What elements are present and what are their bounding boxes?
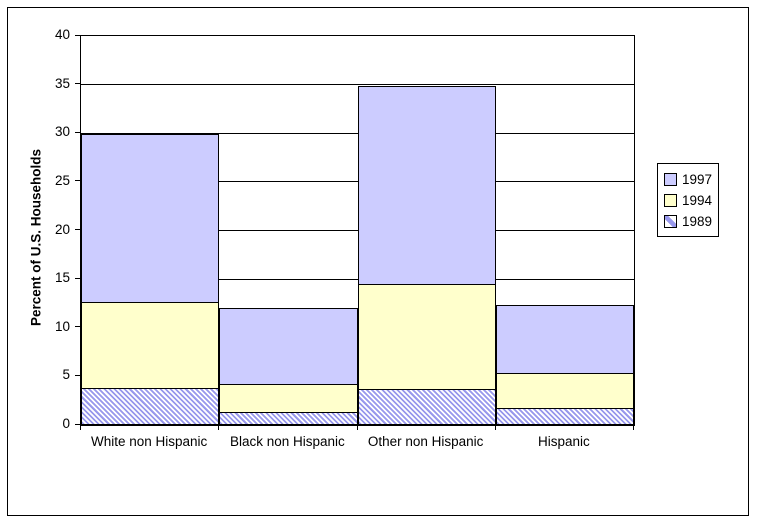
legend-entry-1994: 1994 — [664, 190, 718, 211]
gridline-35 — [81, 84, 634, 86]
y-tick-mark-40 — [75, 34, 80, 36]
y-axis-title: Percent of U.S. Households — [28, 148, 44, 327]
x-tick-mark-1 — [218, 425, 220, 430]
x-category-label: Hispanic — [537, 434, 590, 449]
y-tick-label-30: 30 — [54, 124, 70, 140]
x-category-label: White non Hispanic — [90, 434, 208, 449]
bar-1997-black-non-hispanic — [219, 308, 358, 385]
bar-1989-white-non-hispanic — [81, 388, 220, 425]
bar-1989-other-non-hispanic — [357, 389, 496, 425]
y-tick-label-0: 0 — [62, 416, 70, 431]
y-tick-mark-25 — [75, 180, 80, 182]
x-tick-mark-4 — [633, 425, 634, 430]
bar-1994-white-non-hispanic — [81, 302, 220, 389]
y-tick-mark-15 — [75, 277, 80, 279]
bar-1997-other-non-hispanic — [357, 86, 496, 285]
y-tick-label-25: 25 — [54, 172, 70, 188]
y-tick-mark-10 — [75, 326, 80, 328]
y-tick-mark-30 — [75, 131, 80, 133]
legend-swatch-1994 — [664, 194, 677, 207]
y-tick-mark-5 — [75, 374, 80, 376]
legend-label-1994: 1994 — [682, 192, 713, 208]
bar-1994-other-non-hispanic — [357, 284, 496, 390]
x-tick-mark-3 — [494, 425, 496, 430]
y-tick-label-5: 5 — [62, 367, 70, 383]
bar-1994-hispanic — [495, 373, 634, 409]
bar-1989-black-non-hispanic — [219, 412, 358, 425]
x-category-label: Black non Hispanic — [229, 434, 345, 449]
bar-1997-white-non-hispanic — [81, 134, 220, 303]
legend-entry-1989: 1989 — [664, 211, 718, 232]
legend-swatch-1997 — [664, 173, 677, 186]
y-tick-mark-35 — [75, 83, 80, 85]
y-tick-mark-20 — [75, 229, 80, 230]
legend-label-1997: 1997 — [682, 171, 713, 187]
x-tick-mark-2 — [356, 425, 358, 430]
legend-label-1989: 1989 — [682, 213, 713, 229]
y-tick-label-10: 10 — [54, 318, 70, 334]
bar-1994-black-non-hispanic — [219, 384, 358, 413]
bar-1997-hispanic — [495, 305, 634, 374]
y-tick-label-35: 35 — [54, 75, 70, 91]
bar-1989-hispanic — [495, 408, 634, 425]
y-tick-label-20: 20 — [54, 221, 70, 237]
legend-entry-1997: 1997 — [664, 169, 718, 190]
legend-swatch-1989-hatch-icon — [664, 215, 677, 228]
x-tick-mark-0 — [80, 425, 81, 430]
legend: 1997 1994 1989 — [657, 163, 719, 237]
y-tick-label-15: 15 — [54, 270, 70, 286]
y-tick-mark-0 — [75, 423, 80, 425]
plot-area — [80, 35, 635, 426]
x-category-label: Other non Hispanic — [367, 434, 484, 449]
y-tick-label-40: 40 — [54, 27, 70, 42]
